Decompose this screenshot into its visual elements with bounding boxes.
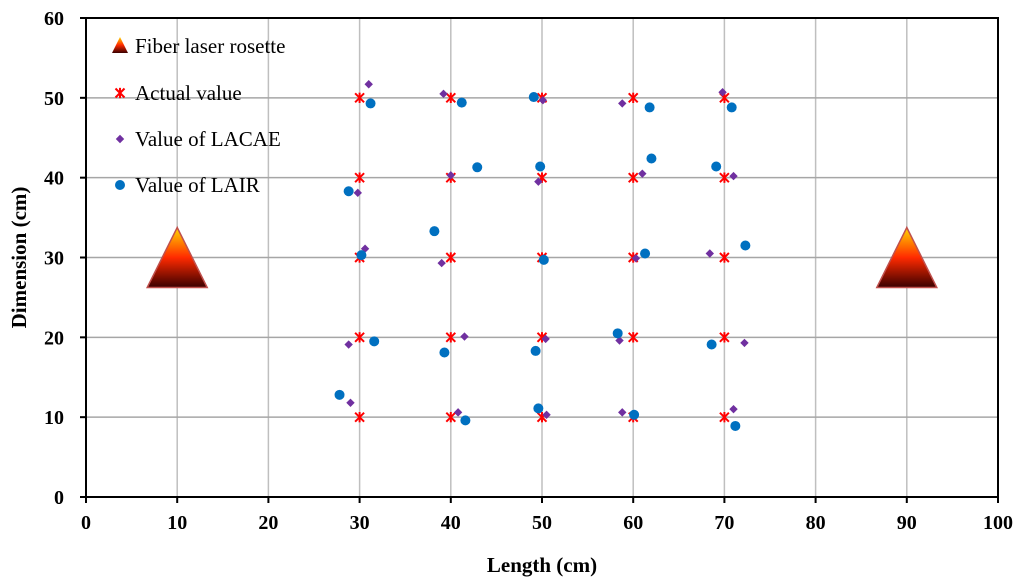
lair-point <box>365 98 376 109</box>
lair-point <box>533 403 544 414</box>
lacae-point <box>364 80 373 89</box>
legend-asterisk-icon <box>114 87 126 99</box>
actual-value-point <box>354 92 365 104</box>
actual-value-point <box>627 332 639 343</box>
lacae-point <box>718 88 727 97</box>
lacae-point <box>615 336 624 345</box>
lair-point <box>439 347 450 358</box>
lacae-point <box>460 332 469 341</box>
y-tick-label: 20 <box>44 327 64 349</box>
legend-label-actual: Actual value <box>135 81 242 105</box>
lair-point <box>460 415 471 426</box>
lair-point <box>711 161 722 172</box>
lair-point <box>740 240 751 251</box>
legend-label-lacae: Value of LACAE <box>135 127 281 151</box>
y-tick-label: 10 <box>44 407 64 429</box>
lair-point <box>730 420 741 431</box>
lacae-point <box>538 96 548 105</box>
actual-value-point <box>354 172 365 183</box>
lacae-point <box>534 177 543 186</box>
x-tick-label: 40 <box>441 512 461 534</box>
x-tick-label: 10 <box>167 512 187 534</box>
legend-label-rosette: Fiber laser rosette <box>135 34 285 58</box>
actual-value-point <box>445 332 457 343</box>
y-axis-title: Dimension (cm) <box>7 187 31 329</box>
legend-label-lair: Value of LAIR <box>135 173 260 197</box>
lacae-point <box>446 171 455 180</box>
actual-value-point <box>627 172 639 183</box>
x-tick-label: 80 <box>806 512 826 534</box>
lacae-point <box>638 169 647 178</box>
lair-point <box>530 345 541 356</box>
lair-point <box>612 328 623 339</box>
x-tick-label: 70 <box>714 512 734 534</box>
lair-point <box>528 92 539 103</box>
x-tick-label: 90 <box>897 512 917 534</box>
rosette-triangle <box>145 225 209 289</box>
lair-point <box>535 161 546 172</box>
actual-value-point <box>354 332 365 343</box>
legend: Fiber laser rosette Actual value Value o… <box>112 34 285 197</box>
lacae-point <box>631 254 641 263</box>
lacae-point <box>346 398 355 407</box>
lair-point <box>334 389 345 400</box>
lacae-point <box>740 338 749 348</box>
y-axis-ticks: 0 10 20 30 40 50 60 <box>44 8 86 509</box>
lacae-point <box>729 404 738 414</box>
x-tick-label: 100 <box>983 512 1013 534</box>
lacae-point <box>541 334 550 344</box>
legend-triangle-icon <box>112 37 128 53</box>
lacae-point <box>437 258 446 268</box>
lacae-point <box>705 249 715 258</box>
lacae-point <box>439 89 448 99</box>
lair-point <box>356 250 367 261</box>
x-tick-label: 30 <box>350 512 370 534</box>
x-tick-label: 20 <box>258 512 278 534</box>
lair-point <box>429 226 440 237</box>
lair-point <box>456 97 467 108</box>
rosette-triangle <box>875 225 939 289</box>
legend-circle-icon <box>115 180 125 190</box>
lacae-point <box>344 340 353 349</box>
y-tick-label: 0 <box>54 487 64 509</box>
lair-point <box>706 339 717 350</box>
x-axis-ticks: 0 10 20 30 40 50 60 70 80 90 100 <box>81 497 1013 534</box>
x-tick-label: 50 <box>532 512 552 534</box>
actual-value-point <box>719 172 730 183</box>
x-axis-title: Length (cm) <box>487 553 597 577</box>
data-marks <box>145 80 939 431</box>
lair-point <box>644 102 655 113</box>
lair-point <box>538 254 549 265</box>
lacae-point <box>453 408 463 417</box>
actual-value-point <box>719 411 730 423</box>
y-tick-label: 30 <box>44 248 64 270</box>
lair-point <box>640 248 651 259</box>
legend-diamond-icon <box>115 134 125 144</box>
lair-point <box>726 102 737 113</box>
lacae-point <box>542 410 551 419</box>
actual-value-point <box>445 252 457 263</box>
lair-point <box>472 162 483 173</box>
lair-point <box>629 409 640 420</box>
lacae-point <box>729 171 738 181</box>
actual-value-point <box>354 411 365 423</box>
actual-value-point <box>445 411 457 423</box>
x-tick-label: 0 <box>81 512 91 534</box>
y-tick-label: 50 <box>44 88 64 110</box>
actual-value-point <box>719 332 730 343</box>
actual-value-point <box>445 92 457 104</box>
lacae-point <box>353 188 362 198</box>
y-tick-label: 60 <box>44 8 64 30</box>
lacae-point <box>618 99 627 108</box>
lair-point <box>369 336 380 347</box>
lair-point <box>343 186 354 197</box>
actual-value-point <box>627 92 639 104</box>
x-tick-label: 60 <box>623 512 643 534</box>
lair-point <box>646 153 657 164</box>
actual-value-point <box>719 252 730 263</box>
y-tick-label: 40 <box>44 168 64 190</box>
lacae-point <box>618 408 627 417</box>
